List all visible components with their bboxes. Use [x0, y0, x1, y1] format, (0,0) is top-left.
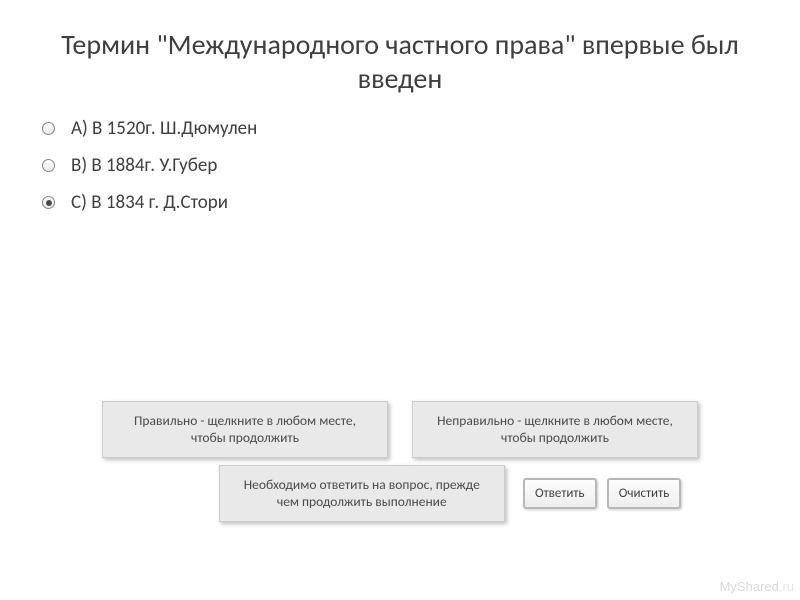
option-b[interactable]: B) В 1884г. У.Губер — [42, 154, 760, 177]
option-a[interactable]: A) В 1520г. Ш.Дюмулен — [42, 117, 760, 140]
feedback-correct[interactable]: Правильно - щелкните в любом месте, чтоб… — [102, 401, 388, 458]
clear-button[interactable]: Очистить — [607, 478, 681, 509]
answer-prompt: Необходимо ответить на вопрос, прежде че… — [219, 465, 505, 522]
option-label: C) В 1834 г. Д.Стори — [71, 191, 228, 214]
feedback-incorrect[interactable]: Неправильно - щелкните в любом месте, чт… — [412, 401, 698, 458]
option-c[interactable]: C) В 1834 г. Д.Стори — [42, 191, 760, 214]
option-label: A) В 1520г. Ш.Дюмулен — [71, 117, 257, 140]
radio-icon[interactable] — [42, 196, 55, 209]
options-group: A) В 1520г. Ш.Дюмулен B) В 1884г. У.Губе… — [40, 117, 760, 214]
bottom-row: Необходимо ответить на вопрос, прежде че… — [40, 465, 760, 522]
watermark-brand: MyShared — [720, 579, 779, 594]
watermark-tld: .ru — [779, 579, 794, 594]
quiz-slide: Термин "Международного частного права" в… — [0, 0, 800, 600]
watermark: MyShared.ru — [720, 579, 794, 594]
question-title: Термин "Международного частного права" в… — [40, 28, 760, 95]
button-group: Ответить Очистить — [523, 478, 681, 509]
radio-icon[interactable] — [42, 122, 55, 135]
option-label: B) В 1884г. У.Губер — [71, 154, 217, 177]
submit-button[interactable]: Ответить — [523, 478, 597, 509]
radio-icon[interactable] — [42, 159, 55, 172]
feedback-row: Правильно - щелкните в любом месте, чтоб… — [40, 401, 760, 458]
